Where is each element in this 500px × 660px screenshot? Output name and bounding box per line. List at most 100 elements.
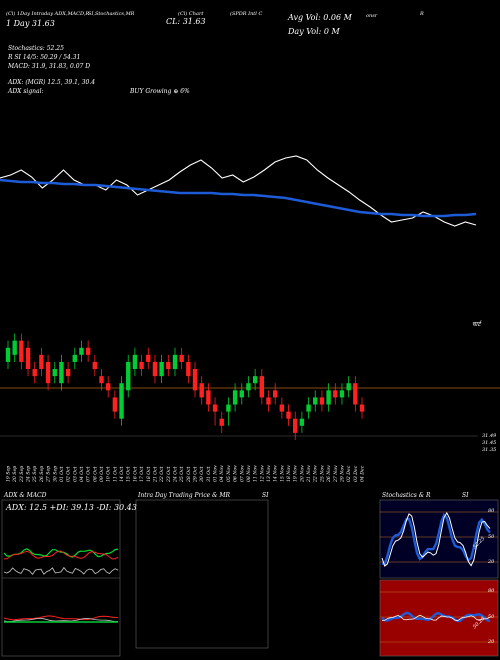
date-tick-label: 18 Oct xyxy=(146,466,152,482)
candle-body xyxy=(146,354,151,362)
candle-body xyxy=(79,347,84,355)
date-tick-label: 05 Nov xyxy=(226,465,232,482)
candle-body xyxy=(5,347,11,362)
date-tick-label: 19 Sep xyxy=(6,466,12,482)
date-tick-label: 08 Nov xyxy=(246,465,252,482)
avg-vol: Avg Vol: 0.06 M xyxy=(288,13,352,22)
date-tick-label: 25 Oct xyxy=(179,466,185,483)
date-tick-label: 10 Oct xyxy=(106,466,112,482)
date-tick-label: 03 Dec xyxy=(353,465,359,482)
adx-macd-title: ADX & MACD xyxy=(4,492,47,499)
candle-body xyxy=(306,404,311,412)
price-level-2: 31.45 xyxy=(482,440,497,446)
candle-body xyxy=(132,354,138,370)
candle-body xyxy=(279,404,285,412)
day-vol: Day Vol: 0 M xyxy=(288,27,340,36)
stoch-level-80: 80 xyxy=(488,508,495,514)
price-label: चार्ट xyxy=(472,321,481,328)
date-tick-label: 27 Nov xyxy=(333,465,339,483)
date-tick-label: 20 Sep xyxy=(12,466,18,483)
price-level-3: 31.35 xyxy=(482,447,497,453)
date-tick-label: 02 Oct xyxy=(66,466,72,482)
rsi-level-50: 50 xyxy=(488,614,495,620)
date-tick-label: 22 Nov xyxy=(313,465,319,483)
candle-body xyxy=(319,397,325,405)
date-tick-label: 07 Oct xyxy=(86,466,92,482)
candle-body xyxy=(359,404,365,412)
candle-body xyxy=(99,376,104,384)
adx-readout: ADX: 12.5 +DI: 39.13 -DI: 30.43 xyxy=(6,503,137,512)
candle-body xyxy=(313,397,318,405)
candle-body xyxy=(119,383,124,419)
stoch-level-20: 20 xyxy=(488,559,495,565)
date-tick-label: 19 Nov xyxy=(293,465,299,482)
candle-body xyxy=(105,383,111,391)
date-tick-label: 30 Sep xyxy=(52,466,58,482)
candle-body xyxy=(239,390,244,398)
adx-line xyxy=(3,566,119,576)
candle-body xyxy=(139,361,144,370)
date-tick-label: 26 Sep xyxy=(39,466,45,483)
candle-body xyxy=(166,361,171,370)
date-tick-label: 29 Oct xyxy=(193,466,199,483)
date-tick-label: 07 Nov xyxy=(239,465,245,482)
candle-body xyxy=(92,361,98,370)
header-line1-a: (Cl) 1Day Intraday ADX,MACD,R xyxy=(6,11,90,17)
date-tick-label: 18 Nov xyxy=(286,465,292,482)
minus-di-line xyxy=(3,550,119,560)
stoch-level-50: 50 xyxy=(488,534,495,540)
date-tick-label: 04 Nov xyxy=(219,465,225,482)
header-line1-c: (Cl) Chart xyxy=(178,11,204,17)
candle-body xyxy=(32,369,37,377)
mri-panel xyxy=(135,499,269,649)
candle-body xyxy=(286,411,291,419)
price-level-1: 31.49 xyxy=(482,433,497,439)
date-tick-label: 09 Oct xyxy=(99,466,105,482)
date-tick-label: 24 Sep xyxy=(26,466,32,483)
candle-body xyxy=(25,347,31,370)
header-line1-f: R xyxy=(420,11,424,17)
mri-si: SI xyxy=(262,492,269,499)
candle-body xyxy=(339,390,345,398)
macd-line: MACD: 31.9, 31.83, 0.07 D xyxy=(8,63,91,70)
candle-body xyxy=(199,383,204,398)
date-tick-label: 23 Oct xyxy=(166,466,172,483)
date-tick-label: 23 Sep xyxy=(19,466,25,483)
date-tick-label: 24 Oct xyxy=(172,466,178,483)
rsi-level-80: 80 xyxy=(488,588,495,594)
date-tick-label: 01 Oct xyxy=(59,466,65,482)
date-tick-label: 04 Oct xyxy=(79,466,85,482)
close-label: CL: 31.63 xyxy=(166,17,206,26)
candle-body xyxy=(293,418,298,433)
date-axis: 19 Sep 20 Sep 23 Sep 24 Sep 25 Sep 26 Sep 27 S… xyxy=(6,465,366,483)
candle-body xyxy=(259,376,265,398)
candle-body xyxy=(299,418,305,426)
date-tick-label: 21 Nov xyxy=(306,465,312,483)
candle-body xyxy=(326,390,331,405)
candle-body xyxy=(346,383,351,391)
candle-body xyxy=(272,390,278,398)
candle-body xyxy=(112,397,118,412)
candle-body xyxy=(72,354,77,362)
trend-series-1 xyxy=(0,178,477,218)
candle-body xyxy=(226,404,231,412)
date-tick-label: 11 Oct xyxy=(112,466,118,482)
date-tick-label: 02 Dec xyxy=(346,465,352,482)
candle-body xyxy=(179,354,184,362)
candle-body xyxy=(126,361,131,391)
candle-body xyxy=(252,376,258,384)
candle-body xyxy=(39,354,44,370)
macd-signal-line xyxy=(3,617,118,622)
candle-body xyxy=(192,369,198,391)
trend-chart xyxy=(0,155,477,227)
candle-body xyxy=(353,383,358,405)
date-tick-label: 28 Oct xyxy=(186,466,192,483)
close-value: 31.63 xyxy=(182,17,206,26)
panel-lines xyxy=(3,511,498,643)
date-tick-label: 17 Oct xyxy=(139,466,145,482)
date-tick-label: 14 Oct xyxy=(119,466,125,482)
candle-body xyxy=(19,340,24,362)
date-tick-label: 25 Nov xyxy=(319,465,325,483)
date-tick-label: 11 Nov xyxy=(253,465,259,482)
